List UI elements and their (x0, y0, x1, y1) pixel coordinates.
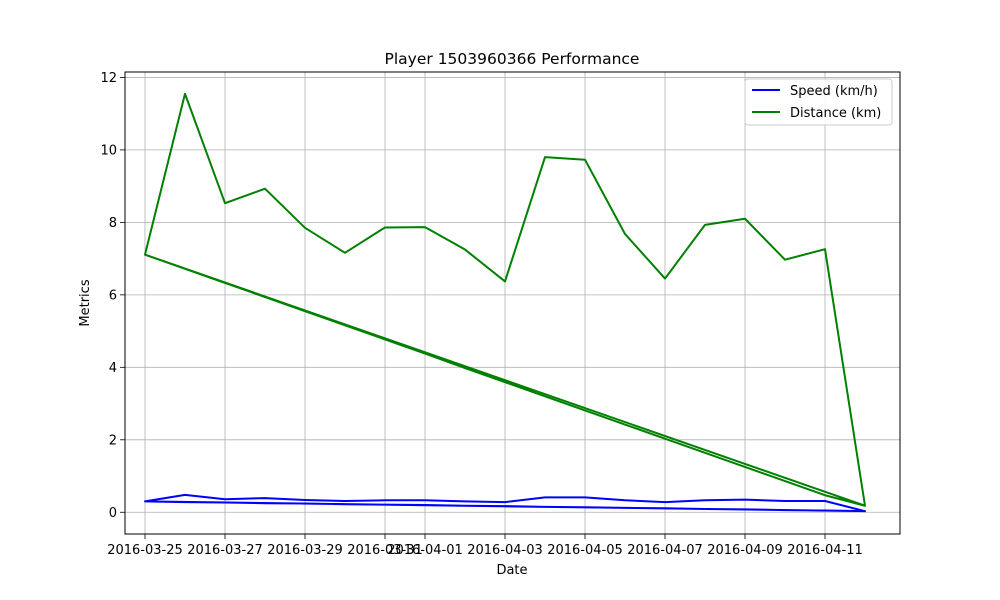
plot-frame (124, 71, 901, 535)
y-tick-label: 12 (100, 71, 117, 86)
legend-box (744, 78, 893, 126)
x-tick-label: 2016-04-07 (627, 543, 703, 558)
x-tick-label: 2016-04-09 (707, 543, 783, 558)
x-tick-label: 2016-04-11 (787, 543, 863, 558)
y-tick-label: 2 (109, 433, 117, 448)
x-tick-label: 2016-04-03 (467, 543, 543, 558)
x-axis: 2016-03-25 2016-03-27 2016-03-29 2016-03-31… (107, 534, 863, 558)
x-tick-label: 2016-03-29 (267, 543, 343, 558)
series-line-distance (144, 92, 866, 507)
legend-label-speed: Speed (km/h) (790, 84, 878, 99)
y-tick-label: 10 (100, 143, 117, 158)
y-tick-label: 6 (109, 288, 117, 303)
x-tick-label: 2016-03-25 (107, 543, 183, 558)
plot-background (125, 72, 900, 534)
x-tick-label: 2016-04-05 (547, 543, 623, 558)
y-axis: 0 2 4 6 8 10 12 (100, 71, 125, 521)
x-tick-label: 2016-03-27 (187, 543, 263, 558)
y-tick-label: 8 (109, 216, 117, 231)
series-line-speed (144, 493, 866, 513)
y-axis-label: Metrics (78, 279, 93, 326)
x-tick-label: 2016-03-31 (347, 543, 423, 558)
series-layer (144, 92, 866, 513)
legend-label-distance: Distance (km) (790, 106, 881, 121)
grid (125, 72, 900, 534)
x-tick-label: 2016-04-01 (387, 543, 463, 558)
y-tick-label: 4 (109, 361, 117, 376)
x-axis-label: Date (496, 563, 527, 578)
y-tick-label: 0 (109, 506, 117, 521)
chart-title: Player 1503960366 Performance (385, 50, 640, 68)
legend: Speed (km/h) Distance (km) (744, 78, 893, 126)
